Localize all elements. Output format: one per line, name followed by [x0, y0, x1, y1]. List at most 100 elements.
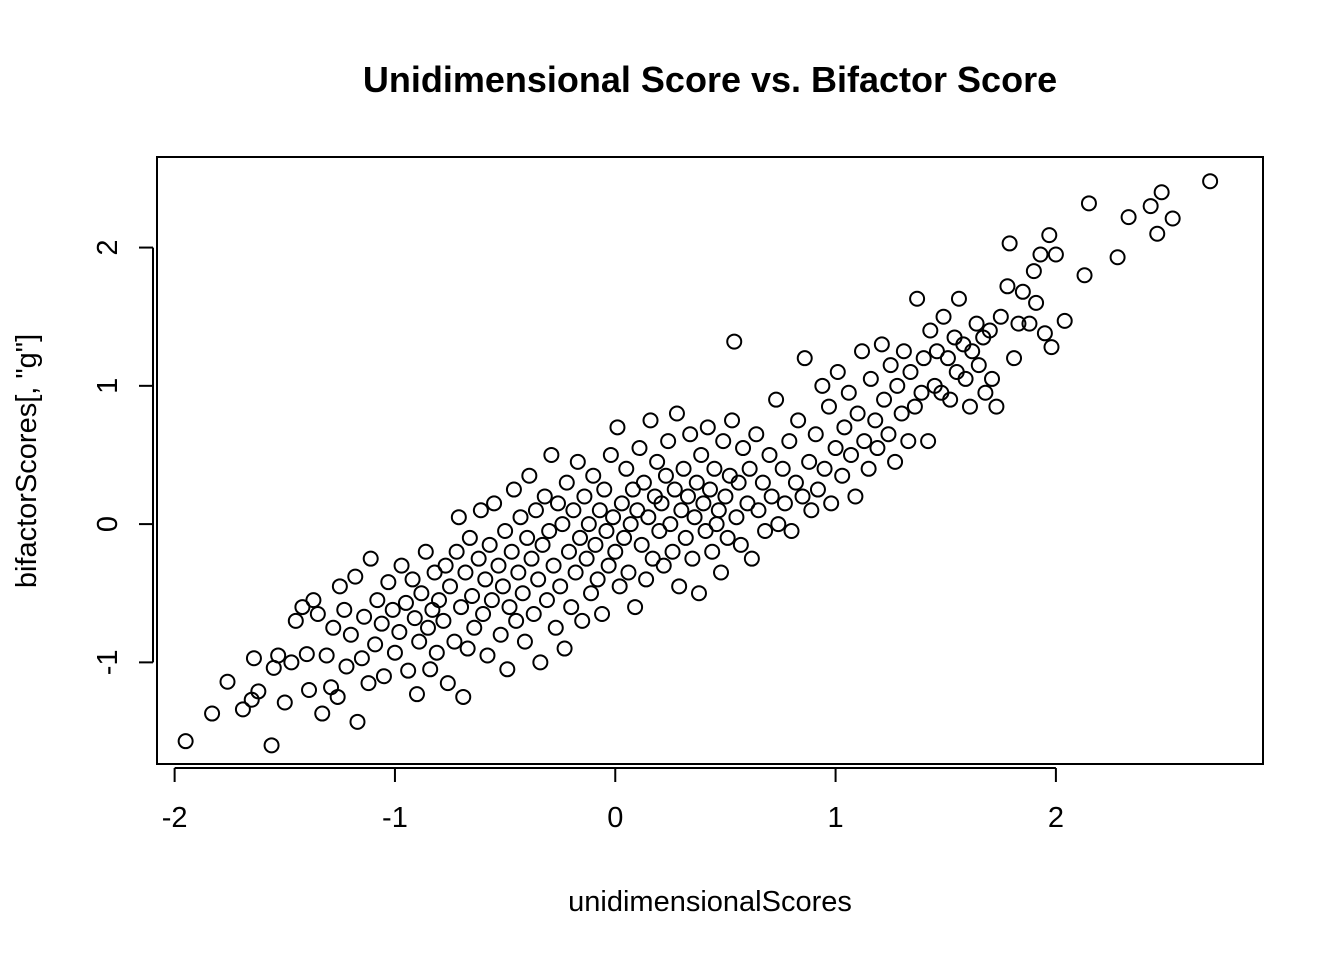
data-point — [179, 734, 193, 748]
data-point — [661, 434, 675, 448]
data-point — [615, 496, 629, 510]
x-tick-label: 2 — [1048, 802, 1064, 834]
data-point — [844, 448, 858, 462]
data-point — [476, 607, 490, 621]
data-point — [350, 715, 364, 729]
data-point — [472, 552, 486, 566]
x-axis-label: unidimensionalScores — [568, 886, 852, 918]
data-point — [963, 400, 977, 414]
data-point — [624, 517, 638, 531]
data-point — [494, 628, 508, 642]
data-point — [705, 545, 719, 559]
data-point — [829, 441, 843, 455]
data-point — [516, 586, 530, 600]
data-point — [432, 593, 446, 607]
data-point — [895, 406, 909, 420]
data-point — [602, 559, 616, 573]
data-point — [573, 531, 587, 545]
data-point — [729, 510, 743, 524]
data-point — [972, 358, 986, 372]
data-point — [910, 292, 924, 306]
data-point — [710, 517, 724, 531]
data-point — [617, 531, 631, 545]
data-point — [1007, 351, 1021, 365]
data-point — [666, 545, 680, 559]
data-point — [937, 310, 951, 324]
data-point — [320, 648, 334, 662]
data-point — [769, 393, 783, 407]
data-point — [619, 462, 633, 476]
data-point — [553, 579, 567, 593]
data-point — [443, 579, 457, 593]
data-point — [610, 420, 624, 434]
data-point — [1016, 285, 1030, 299]
data-point — [368, 637, 382, 651]
data-point — [989, 400, 1003, 414]
data-point — [657, 559, 671, 573]
x-tick-label: -2 — [162, 802, 188, 834]
data-point — [690, 476, 704, 490]
data-point — [848, 489, 862, 503]
data-point — [681, 489, 695, 503]
data-point — [339, 660, 353, 674]
data-point — [921, 434, 935, 448]
data-point — [465, 589, 479, 603]
data-point — [670, 406, 684, 420]
data-point — [463, 531, 477, 545]
data-point — [915, 386, 929, 400]
data-point — [357, 610, 371, 624]
data-point — [694, 448, 708, 462]
data-point — [1027, 264, 1041, 278]
data-point — [575, 614, 589, 628]
data-point — [547, 559, 561, 573]
data-point — [688, 510, 702, 524]
data-point — [635, 538, 649, 552]
data-point — [571, 455, 585, 469]
data-point — [344, 628, 358, 642]
data-point — [505, 545, 519, 559]
data-point — [375, 617, 389, 631]
data-point — [355, 651, 369, 665]
data-point — [923, 324, 937, 338]
data-point — [851, 406, 865, 420]
data-point — [815, 379, 829, 393]
data-point — [311, 607, 325, 621]
data-point — [663, 517, 677, 531]
data-point — [498, 524, 512, 538]
data-point — [628, 600, 642, 614]
data-point — [527, 607, 541, 621]
data-point — [765, 489, 779, 503]
data-point — [467, 621, 481, 635]
data-point — [450, 545, 464, 559]
data-point — [696, 496, 710, 510]
data-point — [857, 434, 871, 448]
y-tick-label: -1 — [92, 649, 124, 675]
data-point — [824, 496, 838, 510]
data-point — [1029, 296, 1043, 310]
data-point — [644, 413, 658, 427]
data-point — [401, 664, 415, 678]
data-point — [500, 662, 514, 676]
data-point — [247, 651, 261, 665]
data-point — [901, 434, 915, 448]
data-point — [868, 413, 882, 427]
y-tick-label: 1 — [92, 378, 124, 394]
y-tick-label: 2 — [92, 239, 124, 255]
data-point — [518, 635, 532, 649]
data-point — [588, 538, 602, 552]
data-point — [1122, 210, 1136, 224]
data-point — [785, 524, 799, 538]
data-point — [776, 462, 790, 476]
data-point — [461, 642, 475, 656]
data-point — [1038, 326, 1052, 340]
data-point — [890, 379, 904, 393]
data-point — [591, 572, 605, 586]
data-point — [289, 614, 303, 628]
data-point — [756, 476, 770, 490]
data-point — [315, 707, 329, 721]
data-point — [743, 462, 757, 476]
data-point — [474, 503, 488, 517]
data-point — [538, 489, 552, 503]
data-point — [458, 565, 472, 579]
